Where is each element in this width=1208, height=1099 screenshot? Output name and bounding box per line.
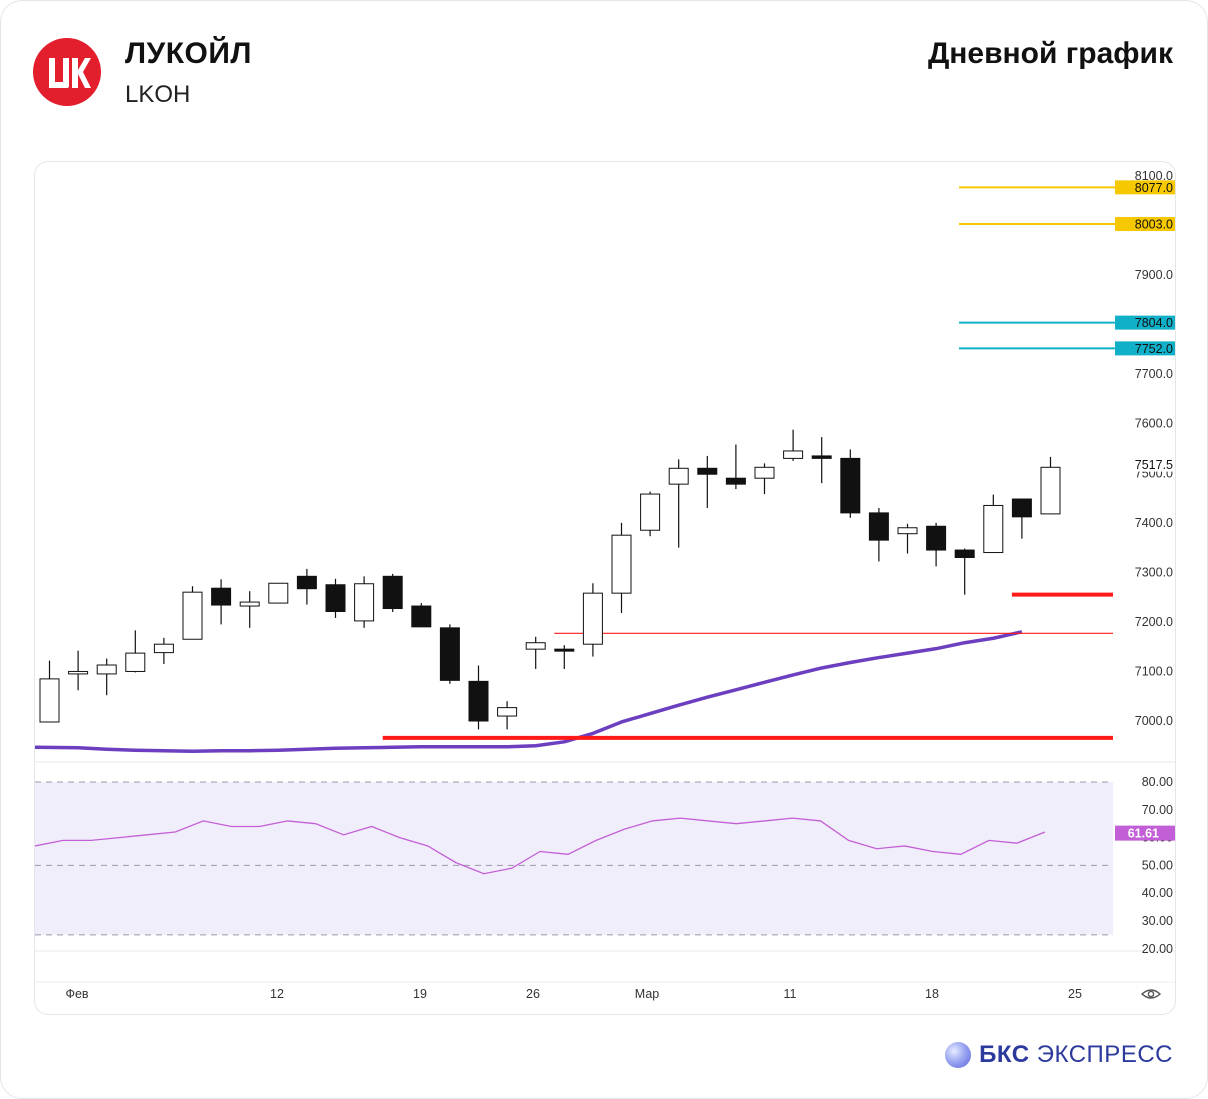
candle-down (211, 587, 232, 606)
candle-up (182, 591, 203, 640)
company-name: ЛУКОЙЛ (125, 37, 252, 70)
brand: БКС ЭКСПРЕСС (945, 1041, 1173, 1069)
candle-up (640, 493, 661, 531)
last-price-label: 7517.5 (1135, 458, 1173, 472)
resistance-level-badge (1115, 217, 1175, 232)
resistance-level-label: 8077.0 (1135, 181, 1173, 195)
candle-down (840, 457, 861, 514)
candle-up (1040, 466, 1061, 515)
candle-up (239, 601, 260, 607)
candle-down (382, 575, 403, 610)
candle-up (153, 643, 174, 654)
price-tick-label: 7200.0 (1135, 615, 1173, 629)
candle-up (897, 527, 918, 535)
resistance-level-badge (1115, 180, 1175, 195)
x-tick-label: 26 (526, 987, 540, 1001)
rsi-band (35, 782, 1113, 935)
candle-up (611, 534, 632, 594)
candle-down (1011, 498, 1032, 518)
candle-up (525, 642, 546, 650)
x-tick-label: 12 (270, 987, 284, 1001)
candle-down (411, 605, 432, 628)
candle-down (697, 467, 718, 475)
moving-average-line (35, 630, 1023, 753)
price-tick-label: 8100.0 (1135, 169, 1173, 183)
eye-icon (1140, 989, 1162, 999)
resistance-level-label: 7804.0 (1135, 316, 1173, 330)
rsi-tick-label: 40.00 (1142, 886, 1173, 900)
candle-up (983, 504, 1004, 554)
candle-up (268, 582, 289, 604)
x-tick-label: 19 (413, 987, 427, 1001)
candle-down (439, 627, 460, 681)
brand-name-bold: БКС (979, 1041, 1030, 1068)
rsi-line (35, 817, 1046, 875)
candle-up (783, 450, 804, 459)
rsi-tick-label: 30.00 (1142, 914, 1173, 928)
brand-name: БКС ЭКСПРЕСС (979, 1041, 1173, 1069)
candle-down (325, 584, 346, 612)
rsi-tick-label: 70.00 (1142, 803, 1173, 817)
price-tick-label: 7700.0 (1135, 367, 1173, 381)
x-tick-label: Фев (65, 987, 88, 1001)
eye-outline (1140, 989, 1162, 999)
resistance-level-label: 8003.0 (1135, 218, 1173, 232)
candle-down (926, 525, 947, 551)
rsi-value-badge (1115, 825, 1175, 841)
candle-down (811, 455, 832, 459)
candle-up (125, 652, 146, 672)
resistance-level-badge (1115, 315, 1175, 330)
bks-sphere-icon (945, 1042, 972, 1068)
price-tick-label: 7900.0 (1135, 268, 1173, 282)
x-tick-label: 11 (784, 987, 797, 1001)
price-tick-label: 7000.0 (1135, 714, 1173, 728)
candle-up (668, 467, 689, 485)
chart-title: Дневной график (927, 37, 1173, 70)
eye-pupil (1147, 990, 1155, 998)
rsi-tick-label: 20.00 (1142, 942, 1173, 956)
x-tick-label: 25 (1068, 987, 1082, 1001)
candle-up (96, 664, 117, 675)
brand-name-rest: ЭКСПРЕСС (1036, 1041, 1173, 1068)
last-price-badge (1121, 456, 1175, 472)
chart-panel: 8100.0 7900.0 7700.0 7600.0 7500.0 7400.0 7300… (34, 161, 1176, 1015)
rsi-value-label: 61.61 (1128, 827, 1159, 841)
candle-down (296, 575, 317, 590)
candle-up (497, 707, 518, 717)
rsi-tick-label: 80.00 (1142, 775, 1173, 789)
candle-down (868, 512, 889, 541)
ticker: LKOH (125, 81, 191, 108)
candle-down (554, 648, 575, 652)
price-tick-label: 7400.0 (1135, 516, 1173, 530)
lukoil-logo-icon (33, 38, 101, 106)
rsi-tick-label: 50.00 (1142, 858, 1173, 872)
x-tick-label: 18 (925, 987, 939, 1001)
candle-up (582, 592, 603, 645)
price-tick-label: 7300.0 (1135, 565, 1173, 579)
candle-down (468, 680, 489, 722)
candle-down (725, 477, 746, 485)
candle-up (39, 678, 60, 723)
candlestick-chart: 8100.07900.07700.07600.07500.07400.07300… (35, 169, 1175, 1001)
resistance-level-badge (1115, 341, 1175, 356)
price-tick-label: 7100.0 (1135, 664, 1173, 678)
candle-up (68, 670, 89, 675)
candle-down (954, 549, 975, 558)
candle-up (354, 583, 375, 622)
x-tick-label: Мар (635, 987, 660, 1001)
price-tick-label: 7600.0 (1135, 417, 1173, 431)
resistance-level-label: 7752.0 (1135, 342, 1173, 356)
candle-up (754, 466, 775, 479)
